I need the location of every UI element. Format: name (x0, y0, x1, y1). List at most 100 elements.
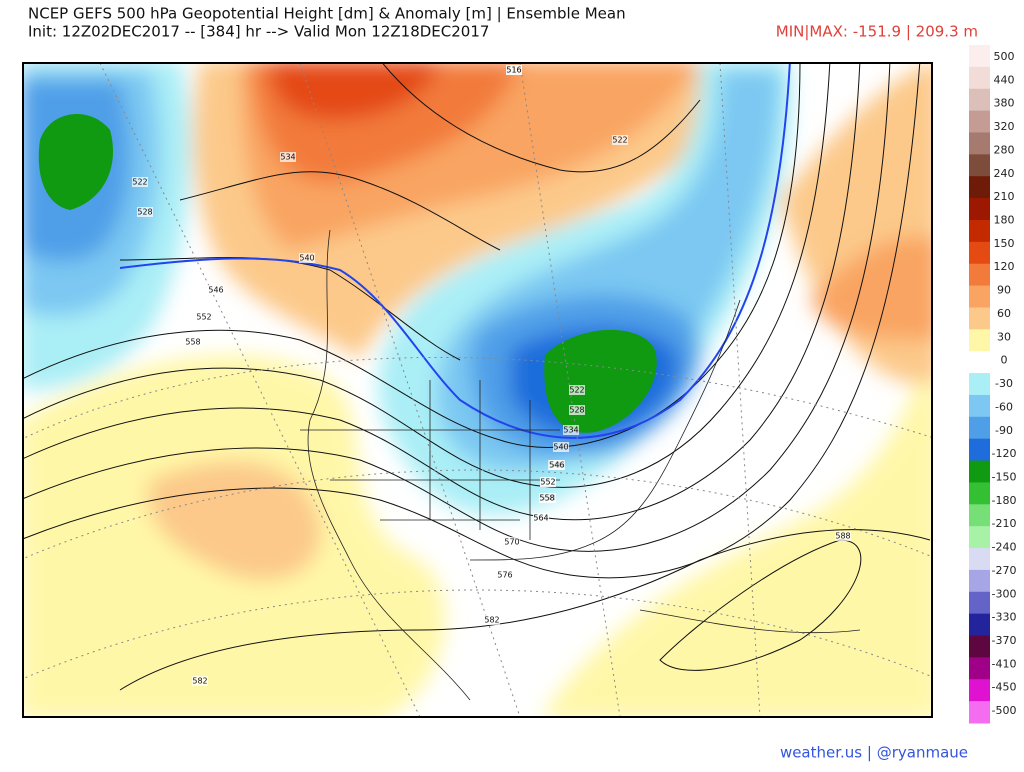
contour-label: 522 (132, 178, 147, 187)
contour-label: 546 (549, 461, 564, 470)
contour-label-bg (192, 676, 208, 686)
colorbar-label: -180 (992, 494, 1017, 507)
colorbar-label: 90 (997, 284, 1011, 297)
colorbar-label: 240 (994, 167, 1015, 180)
colorbar-swatch (969, 701, 990, 724)
colorbar-swatch (969, 438, 990, 462)
contour-label: 558 (185, 338, 200, 347)
colorbar-label: 380 (994, 97, 1015, 110)
contour-label: 522 (569, 386, 584, 395)
subtitle: Init: 12Z02DEC2017 -- [384] hr --> Valid… (28, 23, 489, 41)
colorbar-label: 0 (1001, 354, 1008, 367)
contour-label-bg (497, 570, 513, 580)
contour-label-bg (540, 477, 556, 487)
contour-label-bg (549, 460, 565, 470)
colorbar-swatch (969, 548, 990, 571)
contour-label-bg (299, 253, 315, 263)
colorbar-label: -150 (992, 470, 1017, 483)
colorbar-swatch (969, 635, 990, 658)
contour-label: 528 (569, 406, 584, 415)
contour-label: 588 (835, 532, 850, 541)
contour-label-bg (137, 207, 153, 217)
colorbar-swatch (969, 45, 990, 68)
contour-label: 552 (540, 478, 555, 487)
colorbar-swatch (969, 88, 990, 112)
contour-540 (119, 63, 791, 439)
colorbar-label: -410 (992, 657, 1017, 670)
colorbar-label: 150 (994, 237, 1015, 250)
contour-label: 564 (533, 514, 548, 523)
contour-label: 516 (506, 66, 521, 75)
colorbar-swatch (969, 569, 990, 593)
contour-label-bg (539, 493, 555, 503)
colorbar-swatch (969, 66, 990, 90)
colorbar-swatch (969, 241, 990, 265)
contour-label: 576 (497, 571, 512, 580)
contour-label: 528 (137, 208, 152, 217)
contour-label-bg (484, 615, 500, 625)
colorbar-label: 500 (994, 50, 1015, 63)
credit: weather.us | @ryanmaue (780, 744, 968, 762)
colorbar-label: -240 (992, 541, 1017, 554)
contour-label: 540 (553, 443, 568, 452)
contour-label-bg (533, 513, 549, 523)
contour-label-bg (185, 337, 201, 347)
colorbar-label: 210 (994, 190, 1015, 203)
colorbar-label: -300 (992, 587, 1017, 600)
colorbar-swatch (969, 263, 990, 287)
colorbar-swatch (969, 526, 990, 549)
coastlines (300, 229, 861, 701)
contour-label-bg (835, 531, 851, 541)
colorbar-swatch (969, 679, 990, 702)
contour-label-bg (506, 65, 522, 75)
contour-label: 552 (196, 313, 211, 322)
colorbar-label: -450 (992, 681, 1017, 694)
contour-label: 582 (484, 616, 499, 625)
contour-label: 522 (612, 136, 627, 145)
contour-label-bg (132, 177, 148, 187)
colorbar-label: 440 (994, 73, 1015, 86)
contour-label: 534 (563, 426, 578, 435)
contour-label-bg (553, 442, 569, 452)
contour-label-bg (563, 425, 579, 435)
colorbar-label: -500 (992, 704, 1017, 717)
colorbar-label: 280 (994, 143, 1015, 156)
colorbar-label: -60 (995, 400, 1013, 413)
contour-label-bg (569, 385, 585, 395)
min-max: MIN|MAX: -151.9 | 209.3 m (776, 23, 978, 41)
colorbar-label: 120 (994, 260, 1015, 273)
title: NCEP GEFS 500 hPa Geopotential Height [d… (28, 5, 626, 23)
colorbar-label: -30 (995, 377, 1013, 390)
contour-label-bg (280, 152, 296, 162)
map-frame (22, 62, 933, 718)
colorbar-label: -330 (992, 611, 1017, 624)
colorbar-label: -210 (992, 517, 1017, 530)
anomaly-core (38, 113, 114, 210)
colorbar: 500 440 380 320 280 240 210 180 150 120 90 60 30 0 -30… (969, 45, 1016, 724)
colorbar-swatch (969, 285, 990, 308)
contour-label: 540 (299, 254, 314, 263)
colorbar-label: -270 (992, 564, 1017, 577)
colorbar-swatch (969, 504, 990, 527)
colorbar-swatch (969, 657, 990, 680)
colorbar-label: 180 (994, 214, 1015, 227)
colorbar-swatch (969, 176, 990, 199)
colorbar-label: 320 (994, 120, 1015, 133)
contour-label: 582 (192, 677, 207, 686)
colorbar-swatch (969, 591, 990, 615)
colorbar-swatch (969, 110, 990, 133)
contour-label: 534 (280, 153, 295, 162)
map: 516 522 534 528 522 540 546 552 558 546 552 558 564 5… (23, 63, 932, 717)
colorbar-swatch (969, 329, 990, 352)
colorbar-swatch (969, 482, 990, 505)
colorbar-label: -90 (995, 424, 1013, 437)
colorbar-swatch (969, 373, 990, 396)
contour-label: 558 (539, 494, 554, 503)
colorbar-label: -370 (992, 634, 1017, 647)
colorbar-swatch (969, 307, 990, 330)
colorbar-swatch (969, 198, 990, 221)
colorbar-swatch (969, 394, 990, 418)
contour-label-bg (196, 312, 212, 322)
colorbar-swatch (969, 351, 990, 374)
